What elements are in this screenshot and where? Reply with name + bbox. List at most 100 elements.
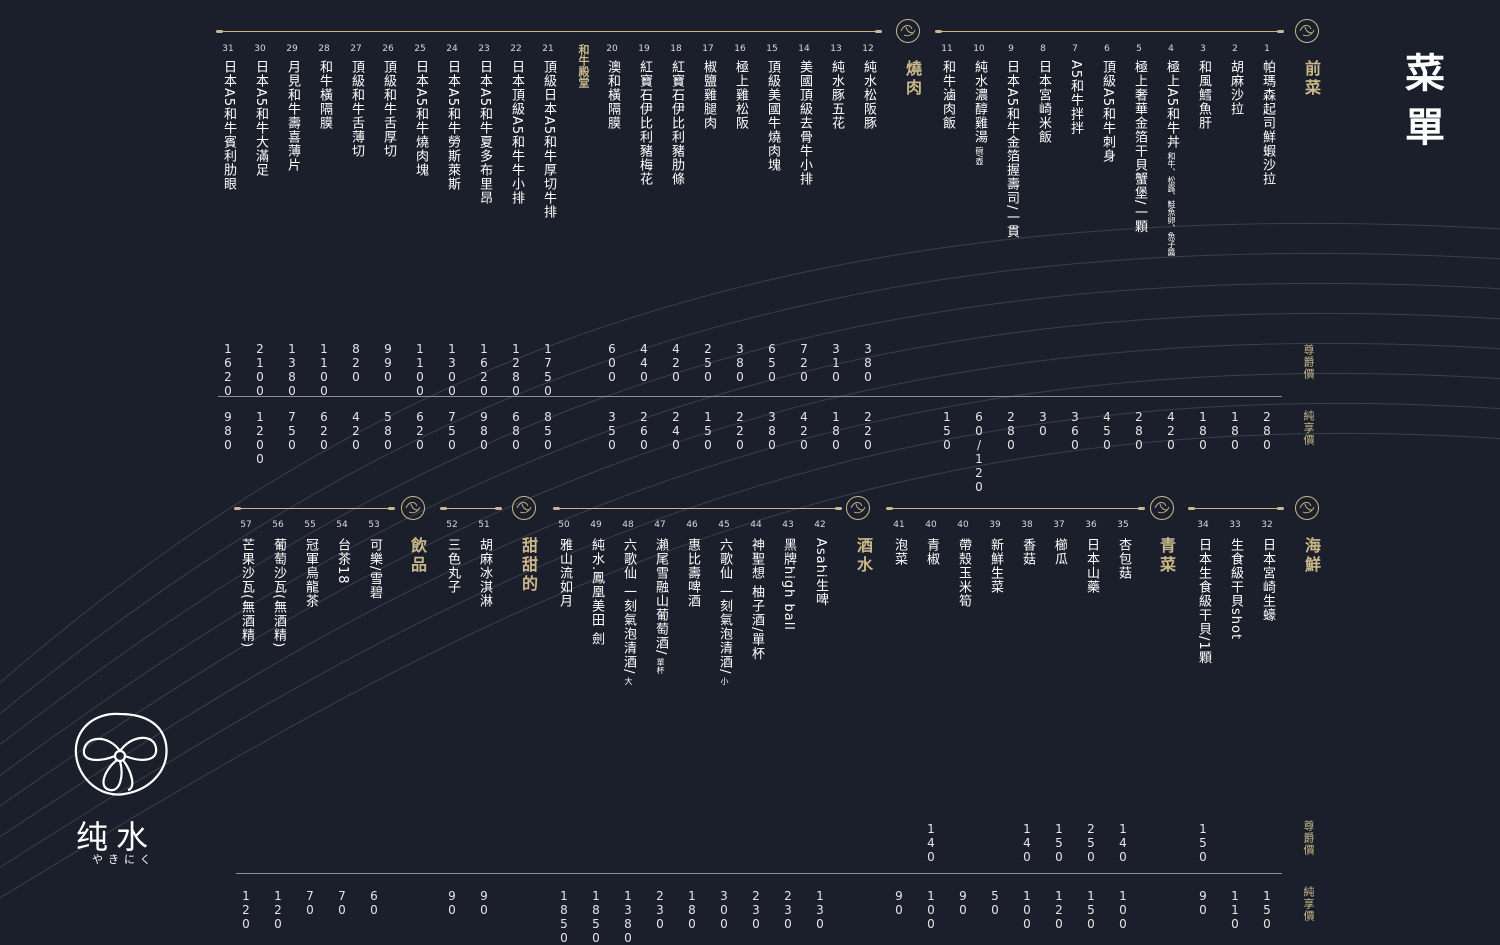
regular-price: 620	[317, 410, 331, 452]
menu-item-name-text: 純水松阪豚	[861, 60, 876, 130]
regular-price: 70	[303, 889, 317, 917]
menu-item-name-text: 台茶18	[335, 538, 350, 585]
brand-name: 纯水	[76, 818, 157, 856]
menu-item-name: 紅寶石伊比利豬肋條	[669, 60, 684, 186]
regular-price: 110	[1228, 889, 1242, 931]
item-number: 40	[925, 520, 937, 530]
regular-price: 580	[381, 410, 395, 452]
brand-logo-icon	[64, 710, 176, 802]
header-rule-yakiniku	[216, 30, 882, 33]
menu-item-name: 和風鱈魚肝	[1196, 60, 1211, 130]
menu-item-name-text: A5和牛拌拌	[1068, 60, 1083, 136]
menu-item-name: 香菇	[1020, 538, 1035, 566]
item-number: 32	[1261, 520, 1273, 530]
premium-price: 140	[1116, 822, 1130, 864]
item-number: 1	[1264, 44, 1270, 54]
regular-price: 1850	[589, 889, 603, 945]
menu-item-name-text: 三色丸子	[445, 538, 460, 594]
premium-price: 250	[1084, 822, 1098, 864]
regular-price: 70	[335, 889, 349, 917]
menu-item-name-text: 頂級A5和牛刺身	[1100, 60, 1115, 164]
menu-item-name-text: 和風鱈魚肝	[1196, 60, 1211, 130]
item-number: 55	[304, 520, 316, 530]
menu-item-name-text: 頂級和牛舌薄切	[349, 60, 364, 158]
item-number: 21	[542, 44, 554, 54]
item-number: 8	[1040, 44, 1046, 54]
item-number: 49	[590, 520, 602, 530]
premium-price: 1380	[285, 342, 299, 398]
menu-item-name-text: 純水濃醇雞湯	[972, 60, 987, 144]
menu-item-name: 極上雞松阪	[733, 60, 748, 130]
menu-item-name: 極上A5和牛丼 和牛、松露、鮭魚卵、魚子醬	[1164, 60, 1179, 256]
item-number: 40	[957, 520, 969, 530]
rule-end-dot	[1277, 507, 1284, 510]
regular-price: 1850	[557, 889, 571, 945]
menu-item-note: 小	[720, 674, 729, 686]
menu-item-name: 三色丸子	[445, 538, 460, 594]
premium-price: 420	[669, 342, 683, 384]
regular-price: 280	[1260, 410, 1274, 452]
menu-item-name: 和牛滷肉飯	[940, 60, 955, 130]
item-number: 11	[941, 44, 953, 54]
header-rule-drinks	[234, 507, 395, 510]
rule-end-dot	[234, 507, 241, 510]
regular-price: 420	[349, 410, 363, 452]
item-number: 56	[272, 520, 284, 530]
menu-item-name-text: 雅山流如月	[557, 538, 572, 608]
menu-item-name-text: 頂級日本A5和牛厚切牛排	[541, 60, 556, 220]
menu-item-name: 胡麻沙拉	[1228, 60, 1243, 116]
menu-item-name: 新鮮生菜	[988, 538, 1003, 594]
item-number: 14	[798, 44, 810, 54]
item-number: 47	[654, 520, 666, 530]
item-number: 26	[382, 44, 394, 54]
regular-price: 850	[541, 410, 555, 452]
menu-item-name: 六歌仙 一刻氣泡清酒/ 大	[621, 538, 636, 685]
header-rule-seafood	[1188, 507, 1284, 510]
regular-price: 150	[940, 410, 954, 452]
regular-price: 90	[956, 889, 970, 917]
rule-end-dot	[935, 30, 942, 33]
item-number: 41	[893, 520, 905, 530]
item-number: 10	[973, 44, 985, 54]
premium-price: 820	[349, 342, 363, 384]
menu-item-name-text: 杏包菇	[1116, 538, 1131, 580]
regular-price: 150	[1260, 889, 1274, 931]
item-number: 24	[446, 44, 458, 54]
regular-price: 380	[765, 410, 779, 452]
menu-item-name-text: 椒鹽雞腿肉	[701, 60, 716, 130]
menu-item-name: 雅山流如月	[557, 538, 572, 608]
premium-price: 990	[381, 342, 395, 384]
menu-item-name-text: 葡萄沙瓦(無酒精)	[271, 538, 286, 649]
menu-item-name-text: 胡麻冰淇淋	[477, 538, 492, 608]
item-number: 27	[350, 44, 362, 54]
menu-item-name: 帶殼玉米筍	[956, 538, 971, 608]
regular-price: 220	[733, 410, 747, 452]
regular-price: 420	[1164, 410, 1178, 452]
item-number: 53	[368, 520, 380, 530]
menu-item-name: 日本A5和牛燒肉塊	[413, 60, 428, 177]
regular-price: 90	[1196, 889, 1210, 917]
item-number: 7	[1072, 44, 1078, 54]
regular-price: 450	[1100, 410, 1114, 452]
menu-item-name-text: 帕瑪森起司鮮蝦沙拉	[1260, 60, 1275, 186]
menu-item-name: 日本A5和牛金箔握壽司/一貫	[1004, 60, 1019, 239]
regular-price: 750	[285, 410, 299, 452]
item-number: 3	[1200, 44, 1206, 54]
premium-price: 140	[1020, 822, 1034, 864]
item-number: 30	[254, 44, 266, 54]
drinks-emblem-icon	[400, 495, 426, 521]
premium-price: 600	[605, 342, 619, 384]
menu-item-name: 和牛橫隔膜	[317, 60, 332, 130]
premium-price: 310	[829, 342, 843, 384]
menu-item-name: 日本A5和牛大滿足	[253, 60, 268, 177]
menu-item-name-text: 胡麻沙拉	[1228, 60, 1243, 116]
item-number: 29	[286, 44, 298, 54]
section-heading-vegetable: 青菜	[1157, 537, 1176, 575]
premium-price: 250	[701, 342, 715, 384]
menu-item-name: 月見和牛壽喜薄片	[285, 60, 300, 172]
menu-item-name-text: 澳和橫隔膜	[605, 60, 620, 130]
seafood-emblem-icon	[1294, 495, 1320, 521]
menu-item-name: 頂級日本A5和牛厚切牛排	[541, 60, 556, 220]
menu-item-name: 日本A5和牛夏多布里昂	[477, 60, 492, 205]
